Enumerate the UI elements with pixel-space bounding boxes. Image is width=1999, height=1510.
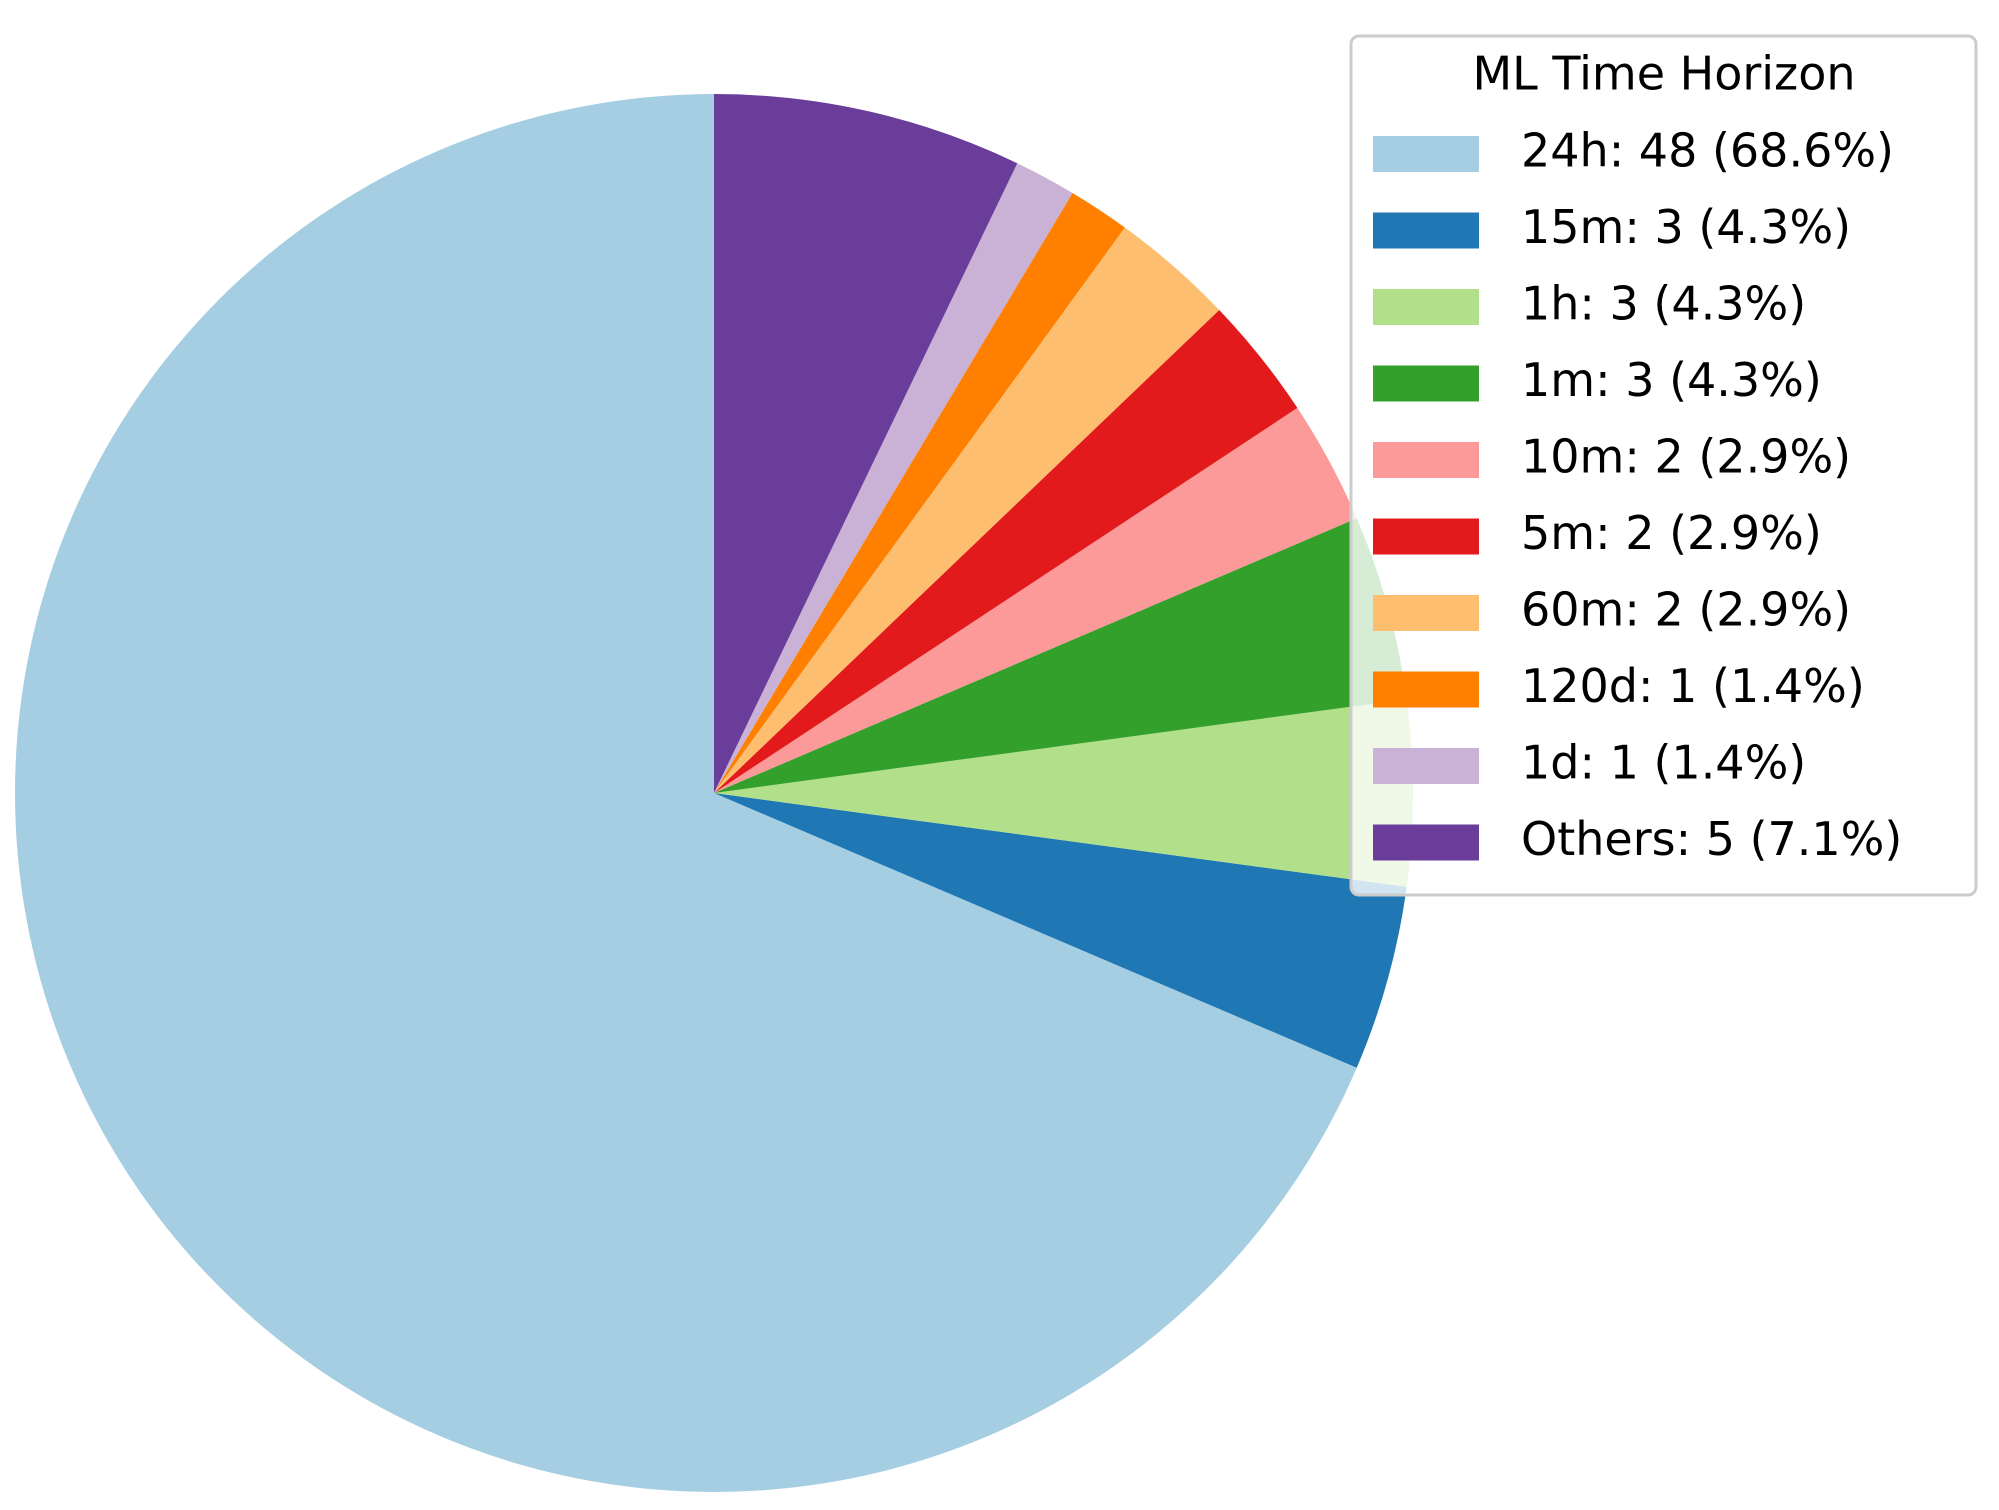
legend-swatch — [1373, 289, 1479, 325]
legend-label: 1d: 1 (1.4%) — [1521, 736, 1806, 790]
wedge — [714, 192, 1125, 794]
wedge — [714, 699, 1413, 887]
legend-label: 1m: 3 (4.3%) — [1521, 353, 1822, 407]
legend-swatch — [1373, 595, 1479, 631]
legend-label: 24h: 48 (68.6%) — [1521, 124, 1894, 178]
legend-swatch — [1373, 136, 1479, 172]
wedge — [14, 94, 1357, 1492]
legend-label: 5m: 2 (2.9%) — [1521, 506, 1822, 560]
wedge — [714, 518, 1407, 793]
wedge — [714, 407, 1357, 793]
legend-swatch — [1373, 748, 1479, 784]
wedge — [714, 163, 1073, 793]
legend-swatch — [1373, 442, 1479, 478]
legend-title: ML Time Horizon — [1472, 47, 1855, 101]
legend-label: 60m: 2 (2.9%) — [1521, 583, 1851, 637]
legend-swatch — [1373, 824, 1479, 861]
legend-swatch — [1373, 518, 1479, 555]
pie — [14, 94, 1413, 1492]
legend-swatch — [1373, 671, 1479, 708]
legend-swatch — [1373, 212, 1479, 249]
legend-label: 10m: 2 (2.9%) — [1521, 430, 1851, 484]
wedge — [714, 227, 1220, 793]
wedge — [714, 309, 1298, 793]
wedge — [714, 793, 1407, 1068]
legend-label: 1h: 3 (4.3%) — [1521, 277, 1806, 331]
legend-label: 15m: 3 (4.3%) — [1521, 200, 1851, 254]
legend: ML Time Horizon 24h: 48 (68.6%) 15m: 3 (4… — [1349, 34, 1978, 897]
legend-label: 120d: 1 (1.4%) — [1521, 659, 1865, 713]
wedge — [714, 94, 1018, 793]
legend-label: Others: 5 (7.1%) — [1521, 812, 1902, 866]
legend-box — [1349, 34, 1978, 897]
legend-swatch — [1373, 365, 1479, 402]
